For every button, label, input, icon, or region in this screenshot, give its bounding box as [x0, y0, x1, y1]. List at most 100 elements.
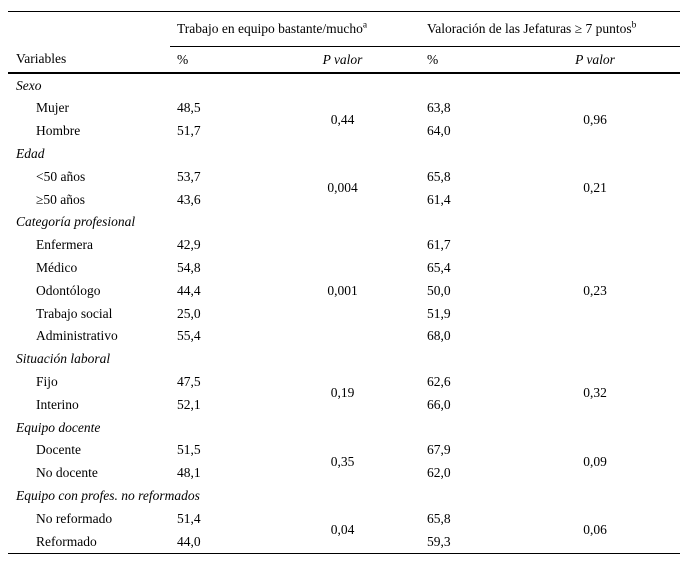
pvalue-teamwork-cell: 0,001: [327, 282, 358, 298]
pct-teamwork-cell: 51,4: [177, 510, 201, 526]
pvalue-jefaturas-cell: 0,06: [583, 522, 607, 538]
pct-jefaturas-cell: 61,4: [427, 191, 451, 207]
footnote-marker-a: a: [362, 20, 368, 31]
pvalue-jefaturas-cell: 0,32: [583, 385, 607, 401]
group-header-row: Categoría profesional: [8, 211, 680, 234]
column-header-row: Variables % P valor % P valor: [8, 46, 681, 74]
group-label: Sexo: [16, 77, 42, 93]
data-row: Reformado 44,0 59,3: [8, 530, 680, 553]
group-label: Categoría profesional: [16, 214, 136, 230]
data-row: Docente 51,5 0,35 67,9 0,09: [8, 439, 680, 468]
data-row: Médico 54,8 65,4: [8, 256, 680, 279]
row-label: Fijo: [36, 374, 58, 389]
pct-jefaturas-cell: 65,4: [427, 260, 451, 276]
column-header-pvalue-jefaturas: P valor: [510, 46, 681, 74]
column-header-variables: Variables: [8, 46, 170, 74]
row-label: Médico: [36, 260, 78, 276]
results-table: Trabajo en equipo bastante/muchoa Valora…: [8, 11, 681, 554]
pct-jefaturas-cell: 65,8: [427, 168, 451, 184]
row-label: ≥50 años: [36, 191, 86, 207]
spanner-teamwork-label: Trabajo en equipo bastante/mucho: [177, 21, 363, 37]
pvalue-jefaturas-cell: 0,21: [583, 180, 607, 196]
pct-teamwork-cell: 43,6: [177, 191, 201, 207]
group-header-row: Situación laboral: [8, 348, 680, 371]
group-label: Equipo docente: [16, 419, 101, 435]
pct-teamwork-cell: 54,8: [177, 260, 201, 276]
row-label: No docente: [36, 465, 98, 481]
pct-teamwork-cell: 51,5: [177, 442, 201, 458]
data-row: ≥50 años 43,6 61,4: [8, 188, 680, 211]
column-header-pvalue-teamwork: P valor: [265, 46, 420, 74]
data-row: Trabajo social 25,0 51,9: [8, 302, 680, 325]
row-label: Odontólogo: [36, 282, 101, 298]
pct-jefaturas-cell: 62,0: [427, 465, 451, 481]
spanner-jefaturas: Valoración de las Jefaturas ≥ 7 puntosb: [420, 11, 681, 47]
pvalue-teamwork-cell: 0,004: [327, 180, 358, 196]
data-row: No reformado 51,4 0,04 65,8 0,06: [8, 507, 680, 537]
pvalue-teamwork-cell: 0,35: [330, 453, 355, 469]
pvalue-jefaturas-cell: 0,09: [583, 453, 607, 469]
spanner-header-row: Trabajo en equipo bastante/muchoa Valora…: [8, 11, 681, 47]
pct-teamwork-cell: 55,4: [177, 328, 201, 344]
data-row: Fijo 47,5 0,19 62,6 0,32: [8, 370, 680, 400]
row-label: Reformado: [36, 533, 97, 549]
row-label: Interino: [36, 396, 79, 412]
column-header-pct-jefaturas: %: [420, 46, 510, 74]
group-label: Edad: [16, 146, 45, 162]
pct-teamwork-cell: 25,0: [177, 305, 201, 321]
spanner-blank-cell: [8, 12, 170, 47]
pct-jefaturas-cell: 62,6: [427, 374, 451, 389]
group-label: Situación laboral: [16, 351, 111, 367]
group-header-row: Equipo con profes. no reformados: [8, 484, 680, 507]
spanner-teamwork: Trabajo en equipo bastante/muchoa: [170, 11, 420, 47]
pct-teamwork-cell: 44,0: [177, 533, 201, 549]
row-label: No reformado: [36, 510, 113, 526]
pvalue-teamwork-cell: 0,04: [330, 522, 355, 538]
pct-jefaturas-cell: 50,0: [427, 282, 451, 298]
group-header-row: Edad: [8, 142, 680, 165]
group-header-row: Sexo: [8, 73, 680, 97]
footnote-marker-b: b: [631, 20, 637, 31]
pct-teamwork-cell: 52,1: [177, 396, 201, 412]
row-label: Hombre: [36, 123, 81, 139]
pct-jefaturas-cell: 63,8: [427, 100, 451, 116]
row-label: Enfermera: [36, 237, 93, 253]
pct-jefaturas-cell: 51,9: [427, 305, 451, 321]
pvalue-teamwork-cell: 0,44: [330, 111, 355, 127]
pct-jefaturas-cell: 64,0: [427, 123, 451, 139]
pct-teamwork-cell: 44,4: [177, 282, 201, 298]
row-label: Trabajo social: [36, 305, 113, 321]
pct-jefaturas-cell: 66,0: [427, 396, 451, 412]
row-label: Mujer: [36, 100, 69, 116]
data-row: <50 años 53,7 0,004 65,8 0,21: [8, 165, 680, 195]
pct-jefaturas-cell: 61,7: [427, 237, 451, 253]
group-label: Equipo con profes. no reformados: [16, 487, 200, 503]
row-label: Docente: [36, 442, 81, 458]
data-row: Hombre 51,7 64,0: [8, 120, 680, 143]
table-header: Trabajo en equipo bastante/muchoa Valora…: [8, 11, 681, 74]
group-header-row: Equipo docente: [8, 416, 680, 439]
pct-jefaturas-cell: 67,9: [427, 442, 451, 458]
column-header-pct-teamwork: %: [170, 46, 265, 74]
data-row: Interino 52,1 66,0: [8, 393, 680, 416]
data-row: Administrativo 55,4 68,0: [8, 325, 680, 348]
pct-teamwork-cell: 48,1: [177, 465, 201, 481]
pct-teamwork-cell: 47,5: [177, 374, 201, 389]
pct-teamwork-cell: 51,7: [177, 123, 201, 139]
data-row: Enfermera 42,9 0,001 61,7 0,23: [8, 234, 680, 298]
spanner-jefaturas-label: Valoración de las Jefaturas ≥ 7 puntos: [427, 21, 632, 37]
pvalue-jefaturas-cell: 0,23: [583, 282, 607, 298]
pct-jefaturas-cell: 59,3: [427, 533, 451, 549]
pct-teamwork-cell: 53,7: [177, 168, 201, 184]
pct-teamwork-cell: 42,9: [177, 237, 201, 253]
data-row: Mujer 48,5 0,44 63,8 0,96: [8, 97, 680, 126]
pvalue-teamwork-cell: 0,19: [330, 385, 355, 401]
data-row: Odontólogo 44,4 50,0: [8, 279, 680, 302]
data-row: No docente 48,1 62,0: [8, 462, 680, 485]
pct-teamwork-cell: 48,5: [177, 100, 201, 116]
row-label: <50 años: [36, 168, 86, 184]
pct-jefaturas-cell: 68,0: [427, 328, 451, 344]
results-table-container: Trabajo en equipo bastante/muchoa Valora…: [8, 11, 681, 554]
row-label: Administrativo: [36, 328, 118, 344]
table-body: Sexo Mujer 48,5 0,44 63,8 0,96 Hombre 51,7 64,0 E…: [8, 73, 680, 553]
